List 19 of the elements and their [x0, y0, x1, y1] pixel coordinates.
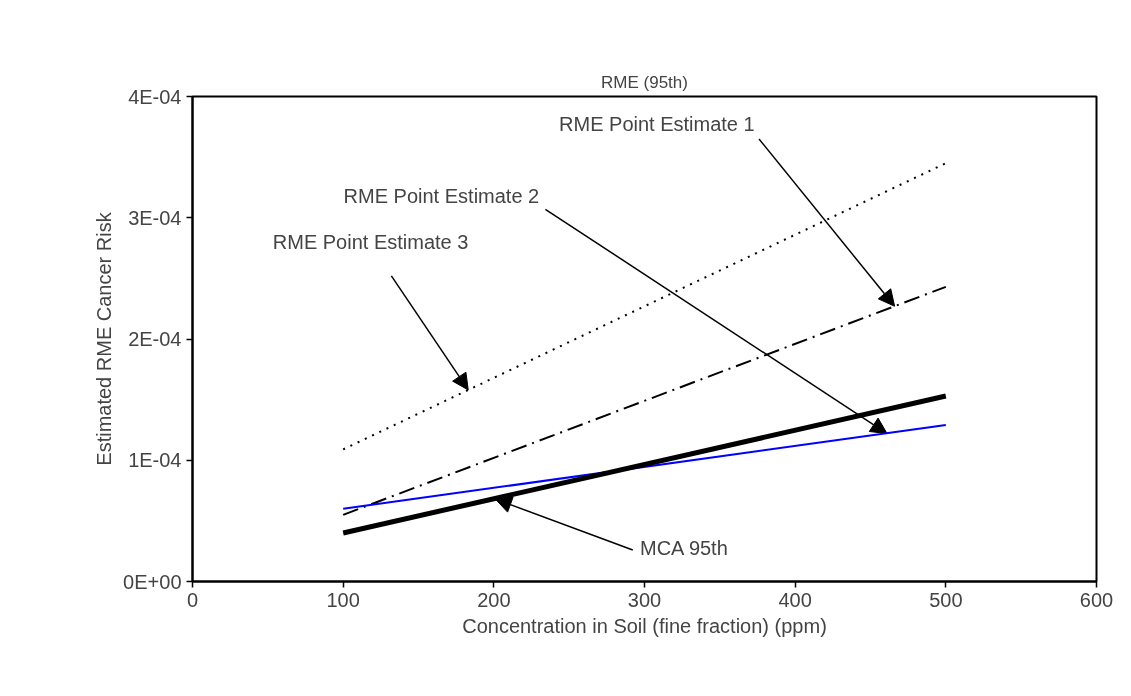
- x-tick-label: 400: [778, 588, 812, 611]
- y-tick-label: 1E-04: [128, 449, 182, 472]
- annotation: RME Point Estimate 2: [343, 184, 540, 207]
- x-axis-title: Concentration in Soil (fine fraction) (ppm): [462, 614, 827, 637]
- y-tick-label: 2E-04: [128, 328, 182, 350]
- y-axis-title: Estimated RME Cancer Risk: [93, 211, 116, 466]
- chart-title: RME (95th): [601, 72, 688, 92]
- y-tick-label: 4E-04: [128, 85, 182, 108]
- y-tick-label: 0E+00: [123, 570, 182, 593]
- x-tick-label: 100: [326, 588, 360, 611]
- x-tick-label: 500: [929, 588, 963, 611]
- y-tick-label: 3E-04: [128, 206, 182, 229]
- x-tick-label: 0: [186, 588, 199, 611]
- annotation: RME Point Estimate 1: [559, 113, 755, 136]
- annotation: RME Point Estimate 3: [272, 231, 469, 253]
- x-tick-label: 600: [1079, 588, 1114, 611]
- x-tick-label: 200: [477, 588, 511, 611]
- annotation: MCA 95th: [639, 536, 728, 559]
- x-tick-label: 300: [627, 588, 662, 611]
